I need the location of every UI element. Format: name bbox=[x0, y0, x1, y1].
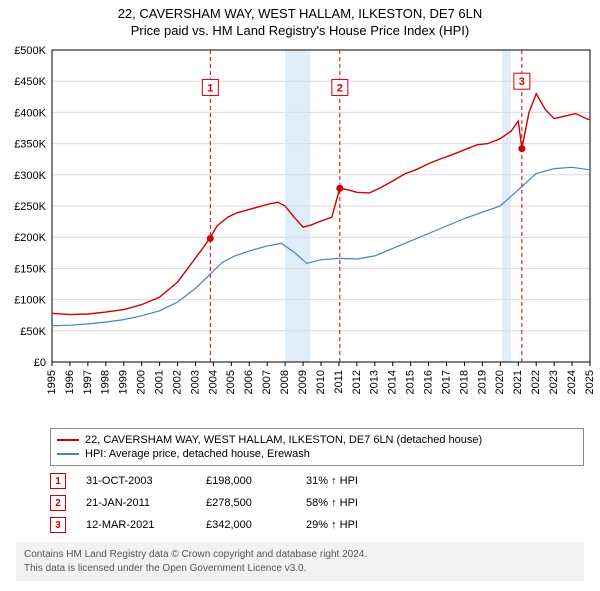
sale-marker-number: 2 bbox=[337, 82, 343, 94]
x-tick-label: 1998 bbox=[100, 370, 112, 394]
x-tick-label: 2015 bbox=[405, 370, 417, 394]
x-tick-label: 2007 bbox=[261, 370, 273, 394]
sale-marker-number: 1 bbox=[207, 82, 213, 94]
x-tick-label: 2016 bbox=[423, 370, 435, 394]
y-tick-label: £350K bbox=[14, 139, 46, 151]
sale-row-date: 31-OCT-2003 bbox=[86, 475, 186, 487]
legend: 22, CAVERSHAM WAY, WEST HALLAM, ILKESTON… bbox=[50, 428, 584, 466]
x-tick-label: 2003 bbox=[189, 370, 201, 394]
chart-title-1: 22, CAVERSHAM WAY, WEST HALLAM, ILKESTON… bbox=[0, 6, 600, 21]
sale-row-date: 21-JAN-2011 bbox=[86, 497, 186, 509]
sale-row-delta: 29% ↑ HPI bbox=[306, 519, 406, 531]
y-tick-label: £250K bbox=[14, 201, 46, 213]
sale-row-marker: 3 bbox=[50, 517, 66, 533]
legend-row: 22, CAVERSHAM WAY, WEST HALLAM, ILKESTON… bbox=[57, 433, 577, 447]
x-tick-label: 2006 bbox=[243, 370, 255, 394]
sale-row-date: 12-MAR-2021 bbox=[86, 519, 186, 531]
x-tick-label: 2020 bbox=[494, 370, 506, 394]
y-tick-label: £450K bbox=[14, 76, 46, 88]
y-tick-label: £400K bbox=[14, 107, 46, 119]
y-tick-label: £300K bbox=[14, 170, 46, 182]
sale-marker-dot bbox=[207, 235, 214, 242]
x-tick-label: 2008 bbox=[279, 370, 291, 394]
y-tick-label: £0 bbox=[34, 357, 46, 369]
x-tick-label: 1997 bbox=[82, 370, 94, 394]
chart-area: £0 £50K £100K £150K £200K £250K £300K £350K £400… bbox=[0, 42, 600, 422]
footer-line-2: This data is licensed under the Open Gov… bbox=[24, 562, 576, 576]
x-tick-label: 2000 bbox=[136, 370, 148, 394]
sale-row-marker: 2 bbox=[50, 495, 66, 511]
footer-attribution: Contains HM Land Registry data © Crown c… bbox=[16, 542, 584, 581]
x-tick-label: 2005 bbox=[225, 370, 237, 394]
y-tick-label: £200K bbox=[14, 232, 46, 244]
sale-row-delta: 31% ↑ HPI bbox=[306, 475, 406, 487]
sale-row: 3 12-MAR-2021 £342,000 29% ↑ HPI bbox=[50, 514, 584, 536]
sale-row-price: £342,000 bbox=[206, 519, 286, 531]
legend-swatch bbox=[57, 439, 79, 441]
x-tick-label: 2017 bbox=[440, 370, 452, 394]
sale-marker-dot bbox=[336, 185, 343, 192]
x-tick-label: 2018 bbox=[458, 370, 470, 394]
legend-label: 22, CAVERSHAM WAY, WEST HALLAM, ILKESTON… bbox=[85, 434, 482, 446]
sale-row-delta: 58% ↑ HPI bbox=[306, 497, 406, 509]
sale-row: 1 31-OCT-2003 £198,000 31% ↑ HPI bbox=[50, 470, 584, 492]
sale-row: 2 21-JAN-2011 £278,500 58% ↑ HPI bbox=[50, 492, 584, 514]
x-tick-label: 2013 bbox=[369, 370, 381, 394]
x-tick-label: 2023 bbox=[548, 370, 560, 394]
x-tick-label: 2022 bbox=[530, 370, 542, 394]
sale-row-marker: 1 bbox=[50, 473, 66, 489]
page-root: 22, CAVERSHAM WAY, WEST HALLAM, ILKESTON… bbox=[0, 0, 600, 581]
sale-marker-number: 3 bbox=[519, 76, 525, 88]
x-tick-label: 2025 bbox=[584, 370, 596, 394]
legend-label: HPI: Average price, detached house, Erew… bbox=[85, 448, 310, 460]
chart-svg: £0 £50K £100K £150K £200K £250K £300K £350K £400… bbox=[0, 42, 600, 422]
y-tick-label: £150K bbox=[14, 263, 46, 275]
legend-row: HPI: Average price, detached house, Erew… bbox=[57, 447, 577, 461]
x-tick-label: 2024 bbox=[566, 370, 578, 394]
x-tick-label: 2014 bbox=[387, 370, 399, 394]
sale-row-price: £198,000 bbox=[206, 475, 286, 487]
x-tick-label: 2010 bbox=[315, 370, 327, 394]
footer-line-1: Contains HM Land Registry data © Crown c… bbox=[24, 548, 576, 562]
x-tick-label: 1999 bbox=[118, 370, 130, 394]
x-tick-label: 2011 bbox=[333, 370, 345, 394]
x-tick-label: 2001 bbox=[154, 370, 166, 394]
x-tick-label: 2019 bbox=[476, 370, 488, 394]
y-tick-label: £50K bbox=[20, 326, 46, 338]
legend-swatch bbox=[57, 453, 79, 455]
x-tick-label: 2021 bbox=[512, 370, 524, 394]
x-tick-label: 2012 bbox=[351, 370, 363, 394]
chart-title-block: 22, CAVERSHAM WAY, WEST HALLAM, ILKESTON… bbox=[0, 0, 600, 42]
x-tick-label: 1996 bbox=[64, 370, 76, 394]
sale-marker-dot bbox=[518, 145, 525, 152]
y-tick-label: £500K bbox=[14, 45, 46, 57]
x-tick-label: 1995 bbox=[46, 370, 58, 394]
sales-table: 1 31-OCT-2003 £198,000 31% ↑ HPI 2 21-JAN-201… bbox=[50, 470, 584, 536]
chart-title-2: Price paid vs. HM Land Registry's House … bbox=[0, 23, 600, 38]
x-tick-label: 2009 bbox=[297, 370, 309, 394]
x-tick-label: 2004 bbox=[207, 370, 219, 394]
y-tick-label: £100K bbox=[14, 295, 46, 307]
sale-row-price: £278,500 bbox=[206, 497, 286, 509]
x-tick-label: 2002 bbox=[171, 370, 183, 394]
